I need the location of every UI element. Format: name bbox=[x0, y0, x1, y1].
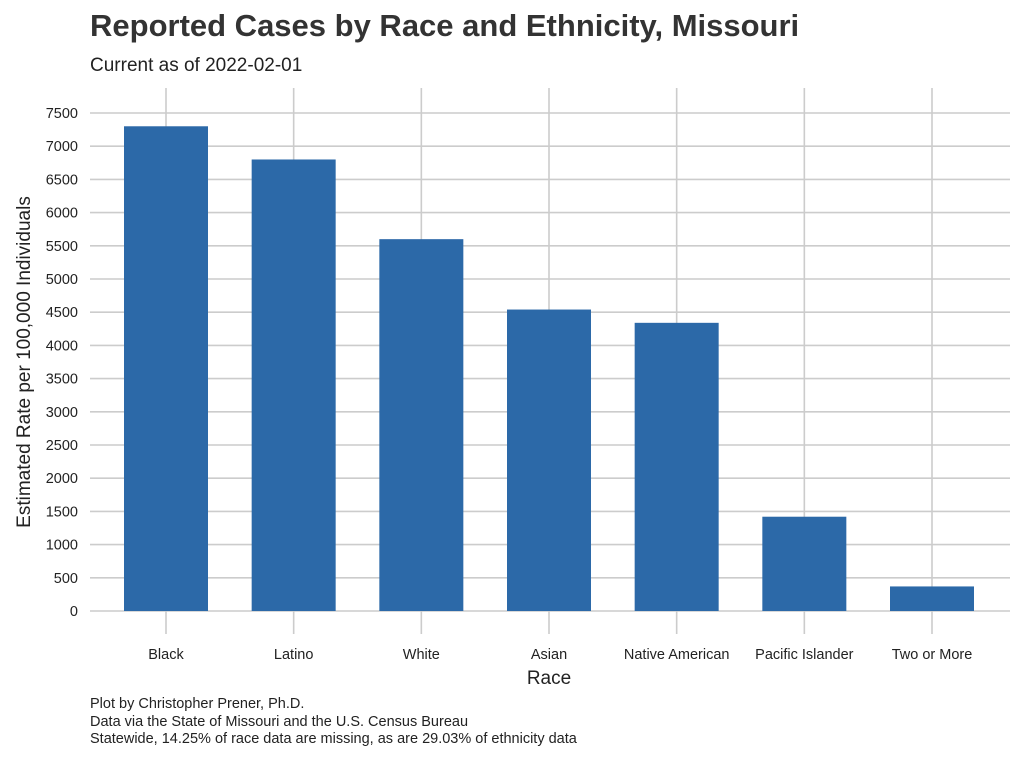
bar-white bbox=[379, 239, 464, 611]
x-tick-label: Native American bbox=[624, 647, 730, 663]
chart-subtitle: Current as of 2022-02-01 bbox=[90, 55, 303, 76]
caption-line-author: Plot by Christopher Prener, Ph.D. bbox=[90, 696, 305, 712]
x-tick-label: Two or More bbox=[892, 647, 973, 663]
x-axis-ticks: Black Latino White Asian Native American Paci… bbox=[148, 647, 972, 663]
y-tick-label: 7000 bbox=[46, 139, 78, 155]
y-tick-label: 3500 bbox=[46, 372, 78, 388]
y-axis-title: Estimated Rate per 100,000 Individuals bbox=[14, 196, 35, 528]
y-tick-label: 3000 bbox=[46, 405, 78, 421]
caption-line-source: Data via the State of Missouri and the U… bbox=[90, 713, 469, 730]
y-tick-label: 0 bbox=[70, 604, 78, 620]
y-tick-label: 4000 bbox=[46, 338, 78, 354]
y-tick-label: 5000 bbox=[46, 272, 78, 288]
y-tick-label: 1500 bbox=[46, 504, 78, 520]
bar-latino bbox=[251, 159, 336, 612]
x-tick-label: Pacific Islander bbox=[755, 647, 853, 663]
y-tick-label: 5500 bbox=[46, 239, 78, 255]
y-tick-label: 7500 bbox=[46, 106, 78, 122]
y-tick-label: 2000 bbox=[46, 471, 78, 487]
y-tick-label: 4500 bbox=[46, 305, 78, 321]
x-tick-label: White bbox=[403, 647, 440, 663]
y-axis-ticks: 0 500 1000 1500 2000 2500 3000 3500 4000 4500 5000… bbox=[46, 106, 78, 620]
bar-asian bbox=[507, 309, 591, 611]
y-tick-label: 1000 bbox=[46, 538, 78, 554]
x-tick-label: Latino bbox=[274, 647, 314, 663]
x-tick-label: Asian bbox=[531, 647, 567, 663]
bar-two-or-more bbox=[890, 586, 974, 611]
y-tick-label: 2500 bbox=[46, 438, 78, 454]
bars bbox=[124, 126, 974, 612]
y-tick-label: 6500 bbox=[46, 172, 78, 188]
bar-black bbox=[124, 126, 208, 611]
y-tick-label: 6000 bbox=[46, 206, 78, 222]
x-tick-label: Black bbox=[148, 647, 184, 663]
caption-line-missing-data: Statewide, 14.25% of race data are missi… bbox=[90, 731, 577, 747]
caption: Plot by Christopher Prener, Ph.D. Data v… bbox=[90, 696, 577, 749]
y-tick-label: 500 bbox=[54, 571, 78, 587]
bar-pacific-islander bbox=[762, 516, 847, 611]
bar-native-american bbox=[634, 322, 719, 611]
x-axis-title: Race bbox=[527, 668, 571, 689]
chart-title: Reported Cases by Race and Ethnicity, Mi… bbox=[90, 8, 800, 43]
